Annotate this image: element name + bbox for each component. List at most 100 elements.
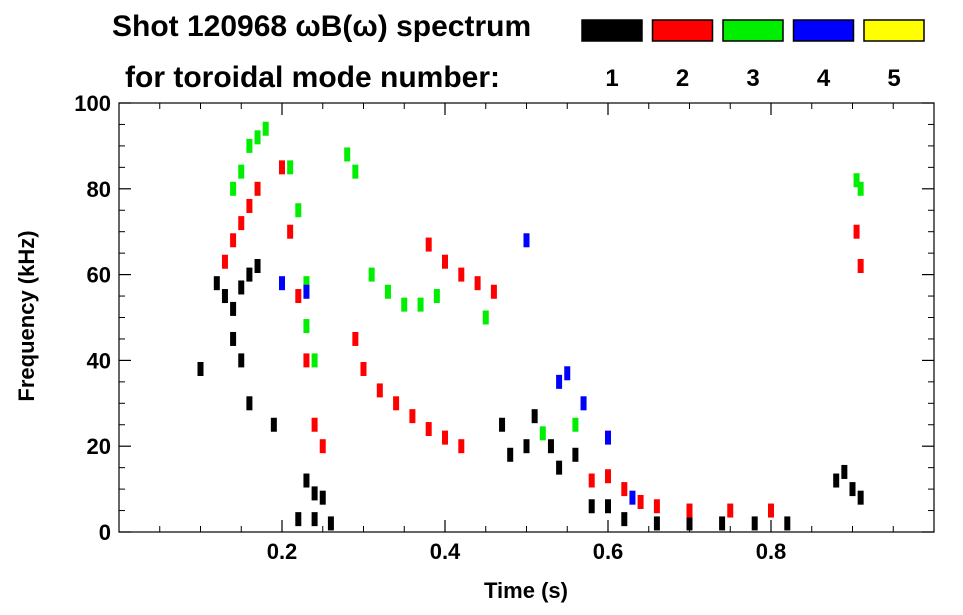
legend-label-1: 1	[605, 65, 618, 92]
mode-3-point	[482, 310, 489, 325]
mode-3-point	[303, 319, 310, 334]
mode-1-point	[686, 516, 693, 531]
y-tick-label: 60	[87, 263, 111, 288]
mode-1-point	[547, 439, 554, 454]
legend-swatch-4	[792, 19, 855, 42]
mode-2-point	[376, 383, 383, 398]
mode-2-point	[442, 254, 448, 269]
mode-1-point	[327, 516, 334, 531]
mode-1-point	[303, 473, 310, 488]
mode-3-point	[352, 164, 359, 179]
mode-1-point	[295, 512, 302, 527]
mode-2-point	[605, 469, 611, 484]
y-tick-label: 40	[87, 348, 111, 373]
mode-1-point	[238, 280, 245, 295]
legend-label-3: 3	[746, 65, 759, 92]
x-tick-label: 0.6	[593, 539, 624, 564]
mode-2-point	[686, 503, 693, 518]
legend-swatch-3	[722, 19, 784, 42]
legend-swatch-5	[863, 19, 925, 42]
mode-3-point	[853, 173, 860, 188]
mode-2-point	[588, 473, 595, 488]
x-tick-label: 0.4	[430, 539, 461, 564]
mode-1-point	[751, 516, 758, 531]
mode-1-point	[319, 490, 326, 505]
legend: 1 2 3 4 5	[581, 19, 925, 92]
mode-4-point	[523, 233, 530, 248]
legend-swatch-2	[651, 19, 714, 42]
mode-3-point	[254, 130, 261, 145]
mode-1-point	[230, 331, 237, 346]
mode-4-point	[556, 374, 563, 389]
mode-2-point	[637, 494, 644, 509]
mode-2-point	[425, 422, 432, 437]
legend-label-2: 2	[676, 65, 689, 92]
mode-3-point	[303, 276, 310, 291]
mode-2-point	[295, 289, 302, 304]
mode-3-point	[401, 297, 408, 312]
mode-3-point	[417, 297, 424, 312]
y-tick-label: 80	[87, 177, 111, 202]
chart-title-line1: Shot 120968 ωB(ω) spectrum	[112, 10, 531, 43]
y-axis-label: Frequency (kHz)	[14, 230, 39, 401]
mode-3-point	[539, 426, 546, 441]
legend-label-4: 4	[817, 65, 831, 92]
mode-2-point	[490, 284, 497, 299]
mode-1-point	[653, 516, 660, 531]
mode-1-point	[531, 409, 538, 424]
mode-4-point	[580, 396, 587, 411]
mode-2-point	[303, 353, 310, 368]
mode-1-point	[572, 447, 579, 462]
mode-3-point	[311, 353, 318, 368]
mode-1-point	[507, 447, 514, 462]
mode-1-point	[849, 482, 856, 497]
mode-3-point	[230, 181, 237, 196]
mode-2-point	[442, 430, 448, 445]
mode-3-point	[368, 267, 375, 282]
mode-2-point	[409, 409, 416, 424]
mode-4-point	[303, 284, 310, 299]
mode-2-point	[279, 160, 285, 175]
y-tick-label: 20	[87, 434, 111, 459]
mode-2-point	[360, 361, 367, 376]
mode-2-point	[246, 198, 253, 213]
mode-2-point	[254, 181, 261, 196]
data-marks	[197, 121, 864, 531]
mode-1-point	[784, 516, 791, 531]
x-tick-label: 0.2	[267, 539, 298, 564]
mode-1-point	[221, 289, 228, 304]
mode-2-point	[311, 417, 318, 432]
mode-2-point	[221, 254, 228, 269]
mode-2-point	[727, 503, 734, 518]
y-tick-label: 100	[74, 91, 111, 116]
x-axis-label: Time (s)	[484, 578, 568, 603]
mode-3-point	[384, 284, 391, 299]
mode-2-point	[238, 216, 245, 231]
mode-1-point	[719, 516, 726, 531]
mode-2-point	[621, 482, 628, 497]
mode-2-point	[425, 237, 432, 252]
mode-2-point	[768, 503, 774, 518]
mode-1-point	[605, 499, 611, 514]
mode-1-point	[246, 396, 253, 411]
mode-2-point	[857, 259, 864, 274]
axes: 0 20 40 60 80 100 0.2 0.4 0.6 0.8	[74, 91, 934, 564]
mode-1-point	[311, 486, 318, 501]
mode-2-point	[287, 224, 294, 239]
mode-1-point	[238, 353, 245, 368]
mode-2-point	[653, 499, 660, 514]
mode-2-point	[853, 224, 860, 239]
y-tick-label: 0	[99, 520, 111, 545]
mode-4-point	[629, 490, 636, 505]
mode-3-point	[344, 147, 351, 162]
mode-1-point	[254, 259, 261, 274]
mode-1-point	[523, 439, 530, 454]
mode-4-point	[564, 366, 571, 381]
mode-1-point	[230, 301, 237, 316]
mode-3-point	[287, 160, 294, 175]
mode-3-point	[262, 121, 269, 136]
mode-3-point	[572, 417, 579, 432]
mode-2-point	[458, 267, 465, 282]
mode-3-point	[433, 289, 440, 304]
